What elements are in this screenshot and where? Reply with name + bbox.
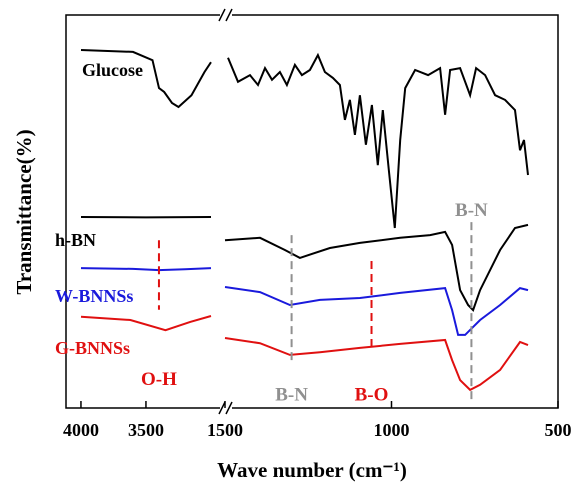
x-tick-label: 1500 xyxy=(207,420,243,440)
series-label: W-BNNSs xyxy=(55,286,133,306)
y-axis-label: Transmittance(%) xyxy=(12,129,36,294)
annotation-label: B-N xyxy=(275,385,308,406)
spectrum-line xyxy=(80,49,212,109)
x-tick-label: 1000 xyxy=(374,420,410,440)
series-label: G-BNNSs xyxy=(55,338,130,358)
spectrum-line xyxy=(224,286,529,336)
annotation-label: B-N xyxy=(455,200,488,221)
spectrum-line xyxy=(224,223,529,312)
annotation-label: B-O xyxy=(355,385,389,406)
annotation-label: O-H xyxy=(141,369,177,390)
x-tick-label: 500 xyxy=(545,420,572,440)
spectrum-line xyxy=(80,267,212,272)
plot-frame xyxy=(65,14,559,409)
x-tick-label: 3500 xyxy=(128,420,164,440)
spectrum-line xyxy=(227,52,529,229)
series-label: h-BN xyxy=(55,230,96,250)
axis-break xyxy=(218,8,233,415)
spectrum-line xyxy=(80,315,212,332)
series-label: Glucose xyxy=(82,60,143,80)
x-tick-label: 4000 xyxy=(63,420,99,440)
spectrum-line xyxy=(224,337,529,392)
x-axis-label: Wave number (cm⁻¹) xyxy=(217,458,407,482)
